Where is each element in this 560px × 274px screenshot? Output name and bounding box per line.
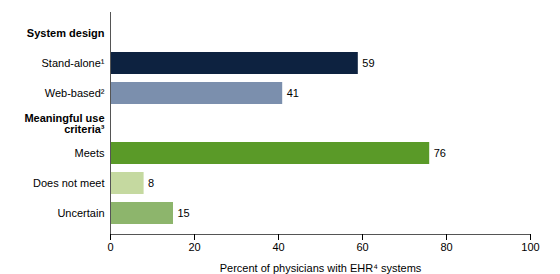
svg-text:8: 8 bbox=[148, 177, 154, 189]
svg-text:40: 40 bbox=[272, 241, 284, 253]
svg-text:80: 80 bbox=[440, 241, 452, 253]
svg-text:20: 20 bbox=[188, 241, 200, 253]
svg-text:100: 100 bbox=[521, 241, 539, 253]
svg-text:System design: System design bbox=[27, 27, 105, 39]
svg-text:41: 41 bbox=[287, 87, 299, 99]
svg-text:Stand-alone¹: Stand-alone¹ bbox=[42, 57, 105, 69]
svg-text:59: 59 bbox=[362, 57, 374, 69]
svg-text:Meaningful usecriteria³: Meaningful usecriteria³ bbox=[24, 112, 104, 135]
svg-text:15: 15 bbox=[178, 207, 190, 219]
svg-text:Uncertain: Uncertain bbox=[57, 207, 104, 219]
svg-text:76: 76 bbox=[434, 147, 446, 159]
svg-text:Meets: Meets bbox=[75, 147, 105, 159]
svg-text:60: 60 bbox=[356, 241, 368, 253]
svg-text:Does not meet: Does not meet bbox=[33, 177, 105, 189]
svg-text:Web-based²: Web-based² bbox=[45, 87, 105, 99]
svg-text:Percent of physicians with EHR: Percent of physicians with EHR⁴ systems bbox=[220, 262, 422, 274]
svg-text:0: 0 bbox=[107, 241, 113, 253]
